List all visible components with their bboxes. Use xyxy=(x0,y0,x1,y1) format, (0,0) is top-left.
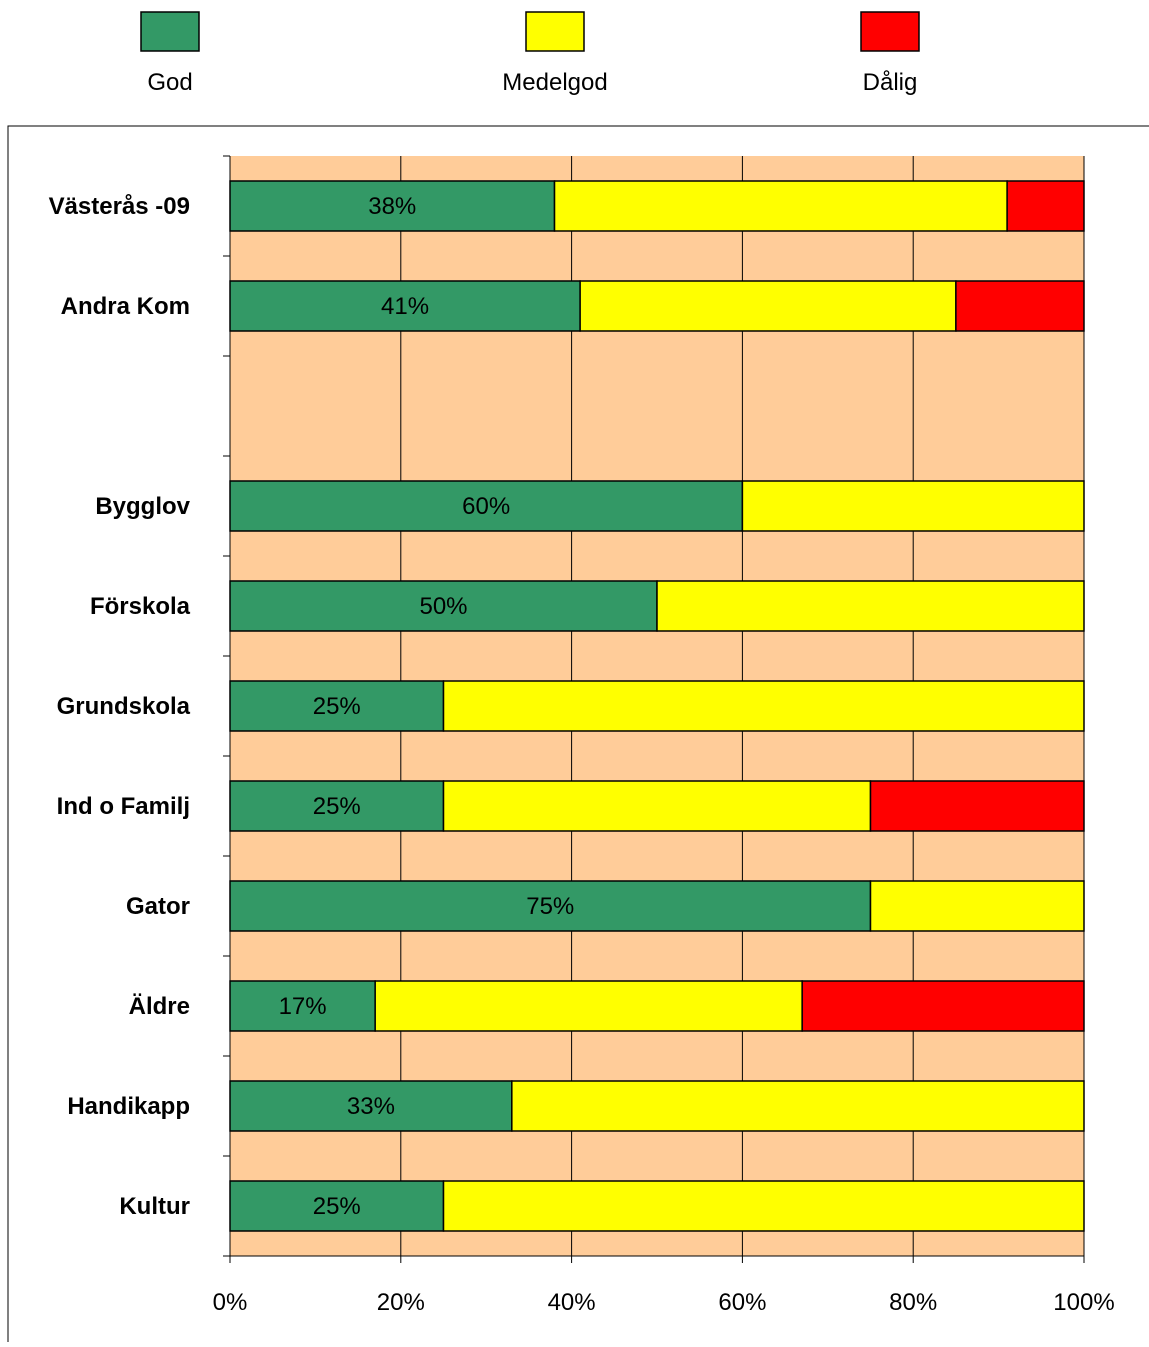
bar-d-lig xyxy=(1006,180,1085,232)
data-label: 50% xyxy=(419,593,467,620)
x-tick-label: 40% xyxy=(548,1289,596,1316)
bar-medelgod xyxy=(579,280,957,332)
bar-d-lig xyxy=(869,780,1085,832)
bar-god xyxy=(229,480,744,532)
data-label: 41% xyxy=(381,293,429,320)
bar-medelgod xyxy=(442,1180,1085,1232)
bar-medelgod xyxy=(869,880,1085,932)
data-label: 25% xyxy=(313,693,361,720)
bar-medelgod xyxy=(741,480,1085,532)
category-label: Grundskola xyxy=(57,693,191,720)
legend-swatch xyxy=(525,11,585,52)
bar-medelgod xyxy=(442,680,1085,732)
bar-medelgod xyxy=(442,780,872,832)
bars: 38% 41% 60% 50% 25% 25% 75% 17% 33% 25% xyxy=(229,180,1085,1232)
bar-medelgod xyxy=(553,180,1008,232)
category-label: Västerås -09 xyxy=(49,193,190,220)
data-label: 17% xyxy=(279,993,327,1020)
bar-medelgod xyxy=(511,1080,1085,1132)
bar-d-lig xyxy=(801,980,1085,1032)
bar-god xyxy=(229,680,445,732)
x-tick-label: 0% xyxy=(213,1289,248,1316)
category-label: Äldre xyxy=(129,993,190,1020)
data-label: 38% xyxy=(368,193,416,220)
legend-swatch xyxy=(860,11,920,52)
legend: God Medelgod Dålig xyxy=(140,11,920,96)
category-label: Bygglov xyxy=(95,493,190,520)
legend-label: Dålig xyxy=(863,69,918,96)
category-label: Gator xyxy=(126,893,190,920)
bar-god xyxy=(229,280,581,332)
data-label: 25% xyxy=(313,1193,361,1220)
x-tick-label: 20% xyxy=(377,1289,425,1316)
bar-d-lig xyxy=(955,280,1085,332)
category-label: Förskola xyxy=(90,593,191,620)
bar-medelgod xyxy=(374,980,803,1032)
bar-medelgod xyxy=(656,580,1085,632)
x-tick-label: 100% xyxy=(1053,1289,1114,1316)
data-label: 25% xyxy=(313,793,361,820)
bar-god xyxy=(229,580,658,632)
data-label: 60% xyxy=(462,493,510,520)
x-tick-label: 80% xyxy=(889,1289,937,1316)
category-label: Kultur xyxy=(119,1193,190,1220)
chart-frame xyxy=(7,125,1149,1347)
bar-god xyxy=(229,780,445,832)
bar-god xyxy=(229,980,376,1032)
legend-label: Medelgod xyxy=(502,69,607,96)
data-label: 75% xyxy=(526,893,574,920)
category-label: Andra Kom xyxy=(61,293,190,320)
bar-god xyxy=(229,180,556,232)
category-label: Handikapp xyxy=(67,1093,190,1120)
x-tick-label: 60% xyxy=(718,1289,766,1316)
legend-label: God xyxy=(147,69,192,96)
legend-swatch xyxy=(140,11,200,52)
bar-god xyxy=(229,1180,445,1232)
axes: 0% 20% 40% 60% 80% 100% Västerås -09 Andra Kom B… xyxy=(49,155,1115,1316)
category-label: Ind o Familj xyxy=(57,793,190,820)
data-label: 33% xyxy=(347,1093,395,1120)
